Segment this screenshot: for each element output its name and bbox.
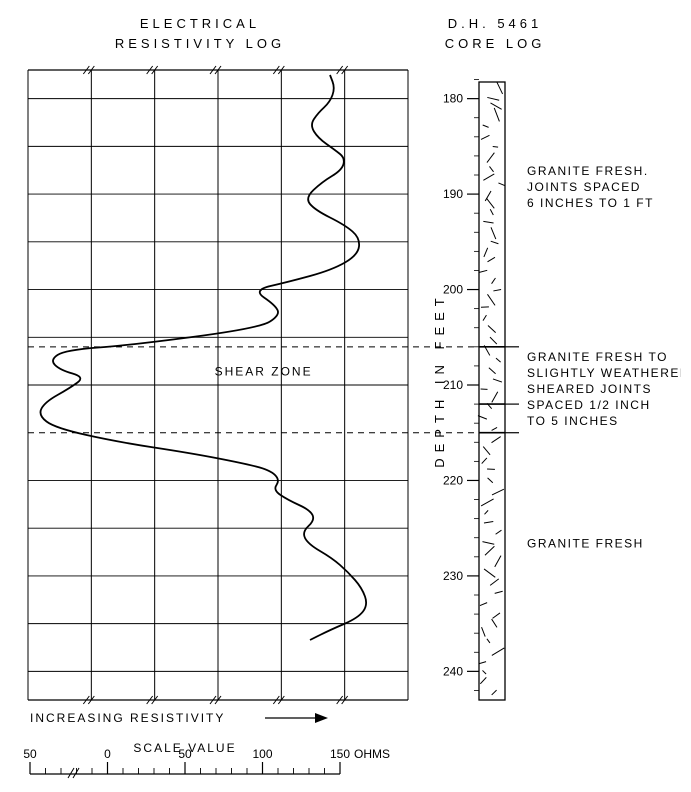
svg-text:GRANITE FRESH: GRANITE FRESH	[527, 536, 644, 550]
svg-text:230: 230	[443, 569, 463, 583]
svg-text:OHMS: OHMS	[354, 747, 390, 761]
increasing-resistivity-label: INCREASING RESISTIVITY	[30, 711, 225, 725]
arrow-right-icon	[265, 713, 328, 723]
left-title-2: RESISTIVITY LOG	[115, 36, 285, 51]
right-title-2: CORE LOG	[445, 36, 546, 51]
shear-zone-label: SHEAR ZONE	[215, 364, 313, 378]
svg-text:SLIGHTLY WEATHERED.: SLIGHTLY WEATHERED.	[527, 366, 681, 380]
svg-text:SPACED 1/2 INCH: SPACED 1/2 INCH	[527, 398, 651, 412]
svg-text:180: 180	[443, 92, 463, 106]
depth-axis-label: DEPTH IN FEET	[432, 292, 447, 468]
svg-text:6 INCHES TO 1 FT: 6 INCHES TO 1 FT	[527, 196, 654, 210]
resistivity-curve	[40, 75, 366, 640]
left-title-1: ELECTRICAL	[140, 16, 260, 31]
svg-text:220: 220	[443, 473, 463, 487]
core-log-column	[478, 82, 519, 700]
svg-text:190: 190	[443, 187, 463, 201]
svg-text:240: 240	[443, 664, 463, 678]
svg-text:50: 50	[23, 747, 37, 761]
svg-text:0: 0	[104, 747, 111, 761]
svg-text:50: 50	[178, 747, 192, 761]
resistivity-core-log-figure: ELECTRICAL RESISTIVITY LOG D.H. 5461 COR…	[10, 10, 681, 782]
svg-text:GRANITE FRESH.: GRANITE FRESH.	[527, 164, 649, 178]
depth-ticks: 180190200210220230240	[443, 80, 479, 691]
svg-text:TO 5 INCHES: TO 5 INCHES	[527, 414, 619, 428]
svg-text:150: 150	[330, 747, 350, 761]
svg-text:SHEARED JOINTS: SHEARED JOINTS	[527, 382, 652, 396]
shear-zone-dashed	[28, 347, 479, 433]
right-title-1: D.H. 5461	[448, 16, 543, 31]
core-annotations: GRANITE FRESH. JOINTS SPACED 6 INCHES TO 1…	[527, 164, 681, 550]
svg-text:GRANITE FRESH TO: GRANITE FRESH TO	[527, 350, 668, 364]
svg-text:100: 100	[252, 747, 272, 761]
svg-text:JOINTS SPACED: JOINTS SPACED	[527, 180, 641, 194]
